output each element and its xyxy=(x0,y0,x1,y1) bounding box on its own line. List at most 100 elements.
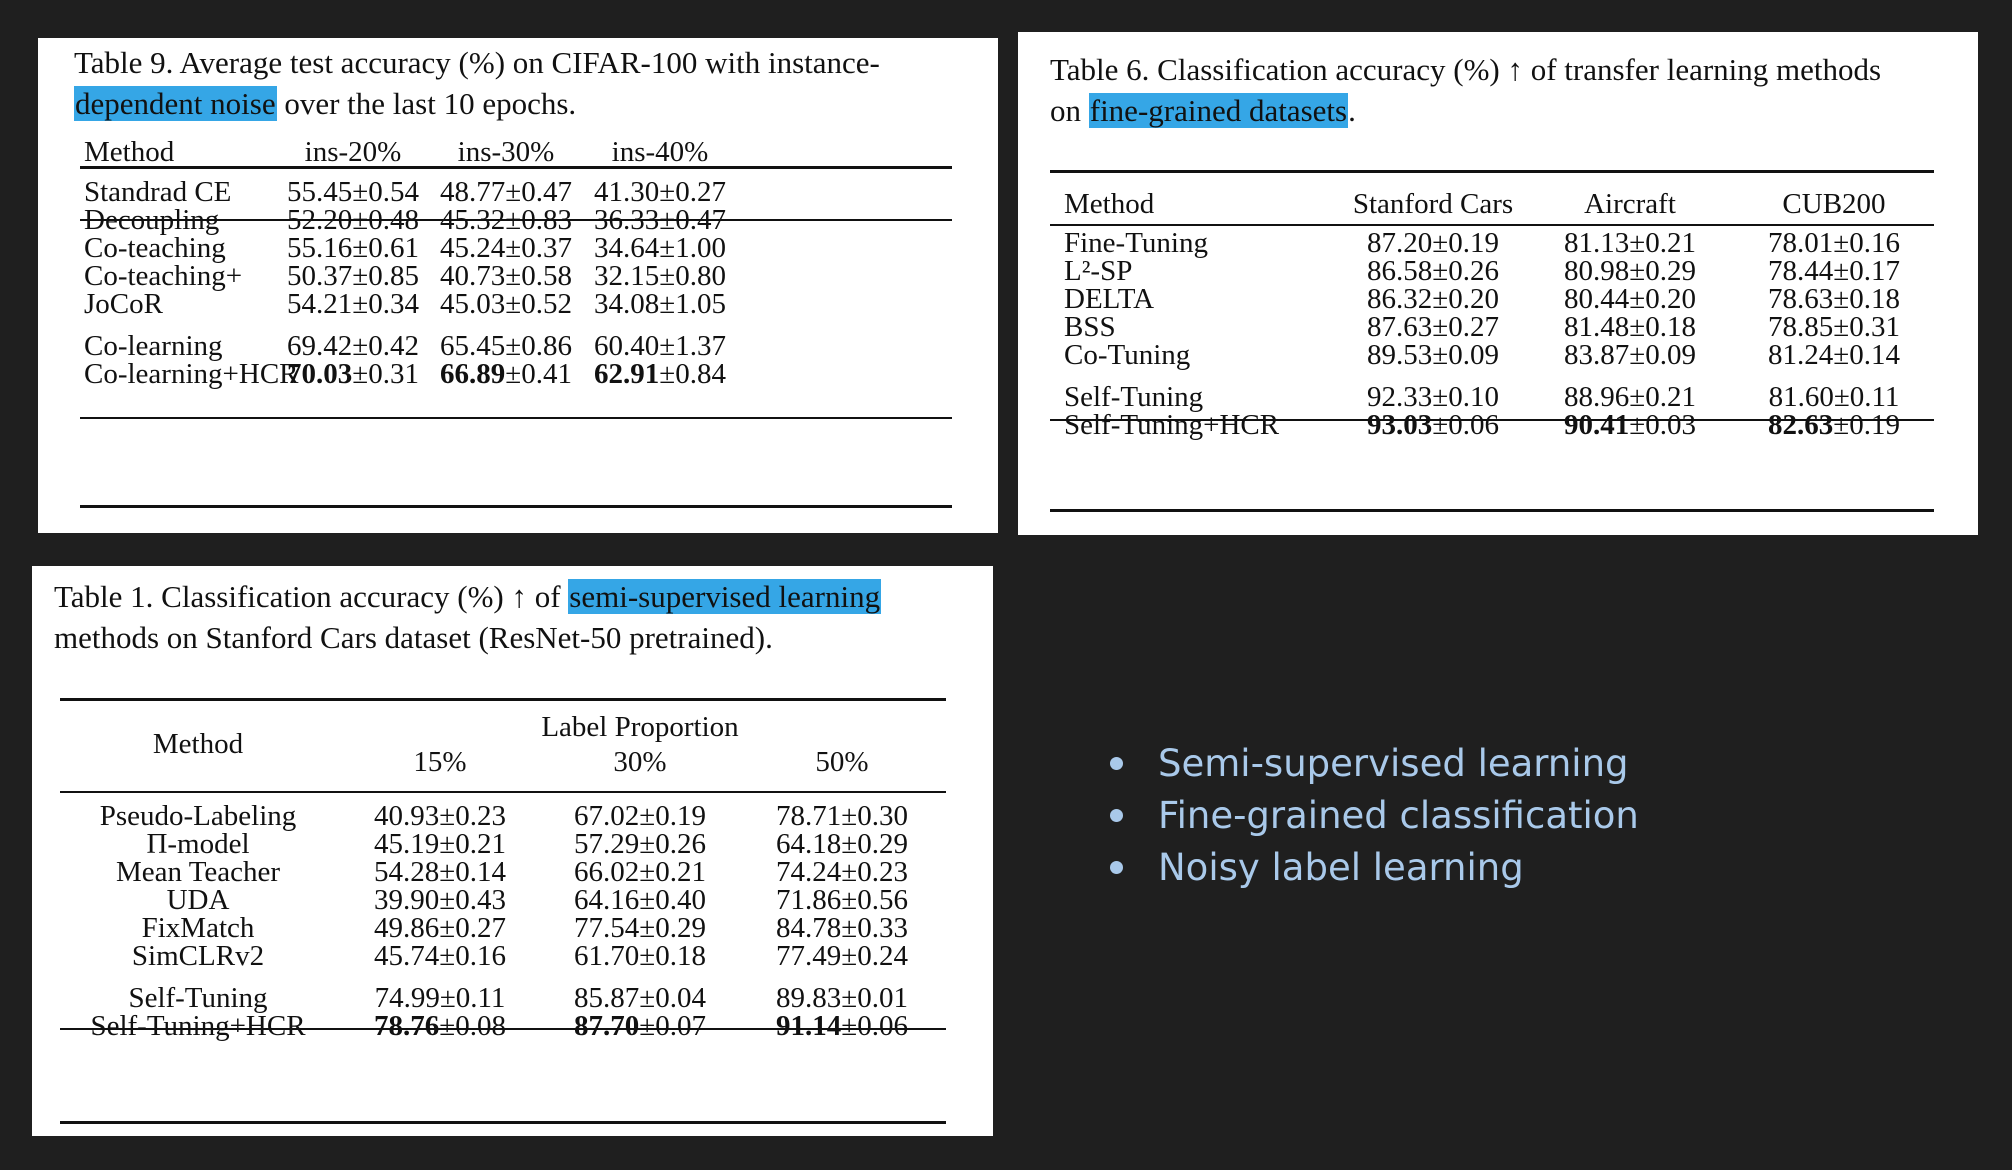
table-cell: 81.24±0.14 xyxy=(1768,339,1900,371)
table-cell: 39.90±0.43 xyxy=(374,884,506,916)
table-cell: 57.29±0.26 xyxy=(574,828,706,860)
method-name: JoCoR xyxy=(84,288,163,320)
table-cell: 78.01±0.16 xyxy=(1768,227,1900,259)
table-cell: 36.33±0.47 xyxy=(594,204,726,236)
method-name: Fine-Tuning xyxy=(1064,227,1208,259)
table-cell: 91.14±0.06 xyxy=(776,1010,908,1042)
table-cell: 86.32±0.20 xyxy=(1367,283,1499,315)
table-cell: 67.02±0.19 xyxy=(574,800,706,832)
table-cell: 48.77±0.47 xyxy=(440,176,572,208)
table-9-caption-line-2: dependent noise over the last 10 epochs. xyxy=(74,83,576,124)
table-cell: 93.03±0.06 xyxy=(1367,409,1499,441)
table-cell: 90.41±0.03 xyxy=(1564,409,1696,441)
table-1-caption-line-1: Table 1. Classification accuracy (%) ↑ o… xyxy=(54,576,882,617)
bullet-dot xyxy=(1110,861,1123,874)
table-cell: 64.16±0.40 xyxy=(574,884,706,916)
table-cell: 32.15±0.80 xyxy=(594,260,726,292)
table-cell: 52.20±0.48 xyxy=(287,204,419,236)
method-name: SimCLRv2 xyxy=(131,940,265,972)
bullet-text: Semi-supervised learning xyxy=(1158,742,1629,785)
table-cell: 62.91±0.84 xyxy=(594,358,726,390)
table-cell: 78.63±0.18 xyxy=(1768,283,1900,315)
table-cell: 77.54±0.29 xyxy=(574,912,706,944)
table-cell: 34.64±1.00 xyxy=(594,232,726,264)
method-name: BSS xyxy=(1064,311,1116,343)
method-name: Self-Tuning+HCR xyxy=(1064,409,1280,441)
table-cell: 49.86±0.27 xyxy=(374,912,506,944)
column-header: ins-20% xyxy=(304,136,402,168)
table-cell: 50.37±0.85 xyxy=(287,260,419,292)
method-name: Co-teaching+ xyxy=(84,260,243,292)
table-cell: 41.30±0.27 xyxy=(594,176,726,208)
group-header: Label Proportion xyxy=(541,711,739,743)
method-name: Π-model xyxy=(146,828,250,860)
table-cell: 89.53±0.09 xyxy=(1367,339,1499,371)
table-cell: 74.99±0.11 xyxy=(374,982,506,1014)
table-1-panel: Table 1. Classification accuracy (%) ↑ o… xyxy=(32,566,993,1136)
table-cell: 65.45±0.86 xyxy=(440,330,572,362)
table-1-caption-highlight: semi-supervised learning xyxy=(568,579,882,614)
table-cell: 87.63±0.27 xyxy=(1367,311,1499,343)
table-cell: 81.13±0.21 xyxy=(1564,227,1696,259)
table-6-caption-prefix: on xyxy=(1050,93,1089,128)
table-9-top-rule xyxy=(80,166,952,169)
method-name: Co-learning+HCR xyxy=(84,358,299,390)
table-cell: 85.87±0.04 xyxy=(574,982,706,1014)
method-name: UDA xyxy=(166,884,230,916)
method-name: Decoupling xyxy=(84,204,220,236)
table-cell: 78.76±0.08 xyxy=(374,1010,506,1042)
table-cell: 64.18±0.29 xyxy=(776,828,908,860)
table-9-caption-tail: over the last 10 epochs. xyxy=(276,86,577,121)
table-9-caption-highlight: dependent noise xyxy=(74,86,277,121)
table-cell: 69.42±0.42 xyxy=(287,330,419,362)
table-1-bottom-rule xyxy=(60,1121,946,1124)
table-cell: 77.49±0.24 xyxy=(776,940,908,972)
column-header: 30% xyxy=(613,746,667,778)
table-cell: 45.32±0.83 xyxy=(440,204,572,236)
method-column-header: Method xyxy=(152,728,244,760)
method-name: FixMatch xyxy=(141,912,255,944)
table-6-header-rule xyxy=(1050,224,1934,226)
table-cell: 86.58±0.26 xyxy=(1367,255,1499,287)
table-6-group-rule xyxy=(1050,419,1934,421)
table-6-bottom-rule xyxy=(1050,509,1934,512)
table-cell: 66.89±0.41 xyxy=(440,358,572,390)
table-cell: 78.71±0.30 xyxy=(776,800,908,832)
table-cell: 89.83±0.01 xyxy=(776,982,908,1014)
table-cell: 71.86±0.56 xyxy=(776,884,908,916)
table-cell: 78.85±0.31 xyxy=(1768,311,1900,343)
table-cell: 66.02±0.21 xyxy=(574,856,706,888)
bullet-text: Noisy label learning xyxy=(1158,846,1524,889)
table-6-caption-tail: . xyxy=(1348,93,1356,128)
method-name: Co-learning xyxy=(84,330,223,362)
table-cell: 88.96±0.21 xyxy=(1564,381,1696,413)
table-cell: 81.60±0.11 xyxy=(1768,381,1900,413)
method-name: Self-Tuning xyxy=(1064,381,1204,413)
table-9-header-rule xyxy=(80,219,952,221)
column-header: ins-30% xyxy=(457,136,555,168)
table-cell: 45.24±0.37 xyxy=(440,232,572,264)
table-6-caption-line-1: Table 6. Classification accuracy (%) ↑ o… xyxy=(1050,49,1881,90)
table-cell: 60.40±1.37 xyxy=(594,330,726,362)
table-cell: 40.93±0.23 xyxy=(374,800,506,832)
table-cell: 78.44±0.17 xyxy=(1768,255,1900,287)
table-9-caption-line-1: Table 9. Average test accuracy (%) on CI… xyxy=(74,42,880,83)
column-header: 50% xyxy=(815,746,869,778)
table-cell: 87.20±0.19 xyxy=(1367,227,1499,259)
column-header: Stanford Cars xyxy=(1352,188,1514,220)
table-cell: 84.78±0.33 xyxy=(776,912,908,944)
table-6-top-rule xyxy=(1050,170,1934,173)
table-cell: 54.21±0.34 xyxy=(287,288,419,320)
table-cell: 40.73±0.58 xyxy=(440,260,572,292)
table-cell: 45.74±0.16 xyxy=(374,940,506,972)
table-6-panel: Table 6. Classification accuracy (%) ↑ o… xyxy=(1018,32,1978,535)
table-9-bottom-rule xyxy=(80,505,952,508)
method-name: Co-teaching xyxy=(84,232,226,264)
column-header: CUB200 xyxy=(1782,188,1886,220)
table-9-group-rule xyxy=(80,417,952,419)
table-6-caption-text: Table 6. Classification accuracy (%) ↑ o… xyxy=(1050,52,1882,87)
table-cell: 92.33±0.10 xyxy=(1367,381,1499,413)
method-column-header: Method xyxy=(1064,188,1155,220)
table-cell: 61.70±0.18 xyxy=(574,940,706,972)
table-6-caption-line-2: on fine-grained datasets. xyxy=(1050,90,1356,131)
